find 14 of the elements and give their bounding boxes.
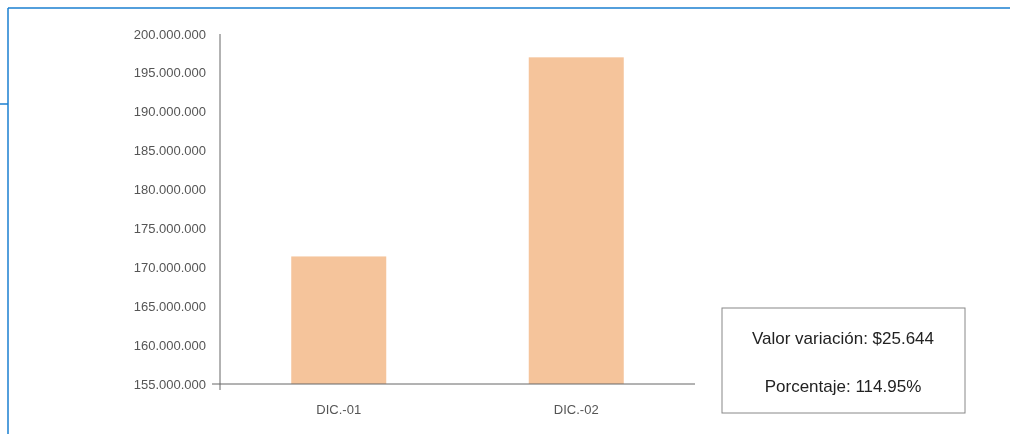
- y-tick-label: 160.000.000: [133, 337, 206, 353]
- y-tick-label: 190.000.000: [133, 104, 206, 120]
- y-tick-label: 195.000.000: [133, 65, 206, 81]
- y-tick-label: 200.000.000: [133, 26, 206, 42]
- text: Valor variación: $25.644: [751, 329, 935, 348]
- y-tick-label: 175.000.000: [133, 220, 206, 236]
- y-tick-label: 155.000.000: [133, 376, 206, 392]
- text: Porcentaje: 114.95%: [764, 377, 922, 396]
- y-tick-label: 180.000.000: [133, 182, 206, 198]
- x-tick-label: DIC.-01: [316, 402, 362, 417]
- y-tick-label: 165.000.000: [133, 298, 206, 314]
- y-tick-label: 170.000.000: [133, 259, 206, 275]
- x-tick-label: DIC.-02: [553, 402, 599, 417]
- y-tick-label: 185.000.000: [133, 143, 206, 159]
